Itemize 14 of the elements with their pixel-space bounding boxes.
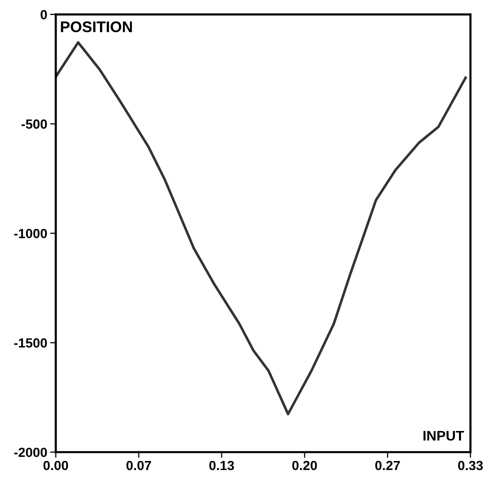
y-axis-title: POSITION [60, 21, 132, 32]
y-tick-label: -2000 [14, 448, 47, 458]
x-tick-label: 0.33 [458, 460, 483, 470]
x-tick-label: 0.13 [209, 460, 234, 470]
y-tick-label: -1500 [14, 338, 47, 348]
x-tick-label: 0.27 [375, 460, 400, 470]
y-tick-label: -500 [22, 119, 47, 129]
x-tick-label: 0.07 [126, 460, 152, 470]
x-tick-label: 0.00 [43, 460, 68, 470]
x-axis-title: INPUT [423, 430, 464, 441]
line-series [56, 41, 467, 416]
y-tick-label: 0 [40, 10, 47, 20]
y-tick-label: -1000 [14, 228, 47, 238]
x-tick-label: 0.20 [292, 460, 317, 470]
